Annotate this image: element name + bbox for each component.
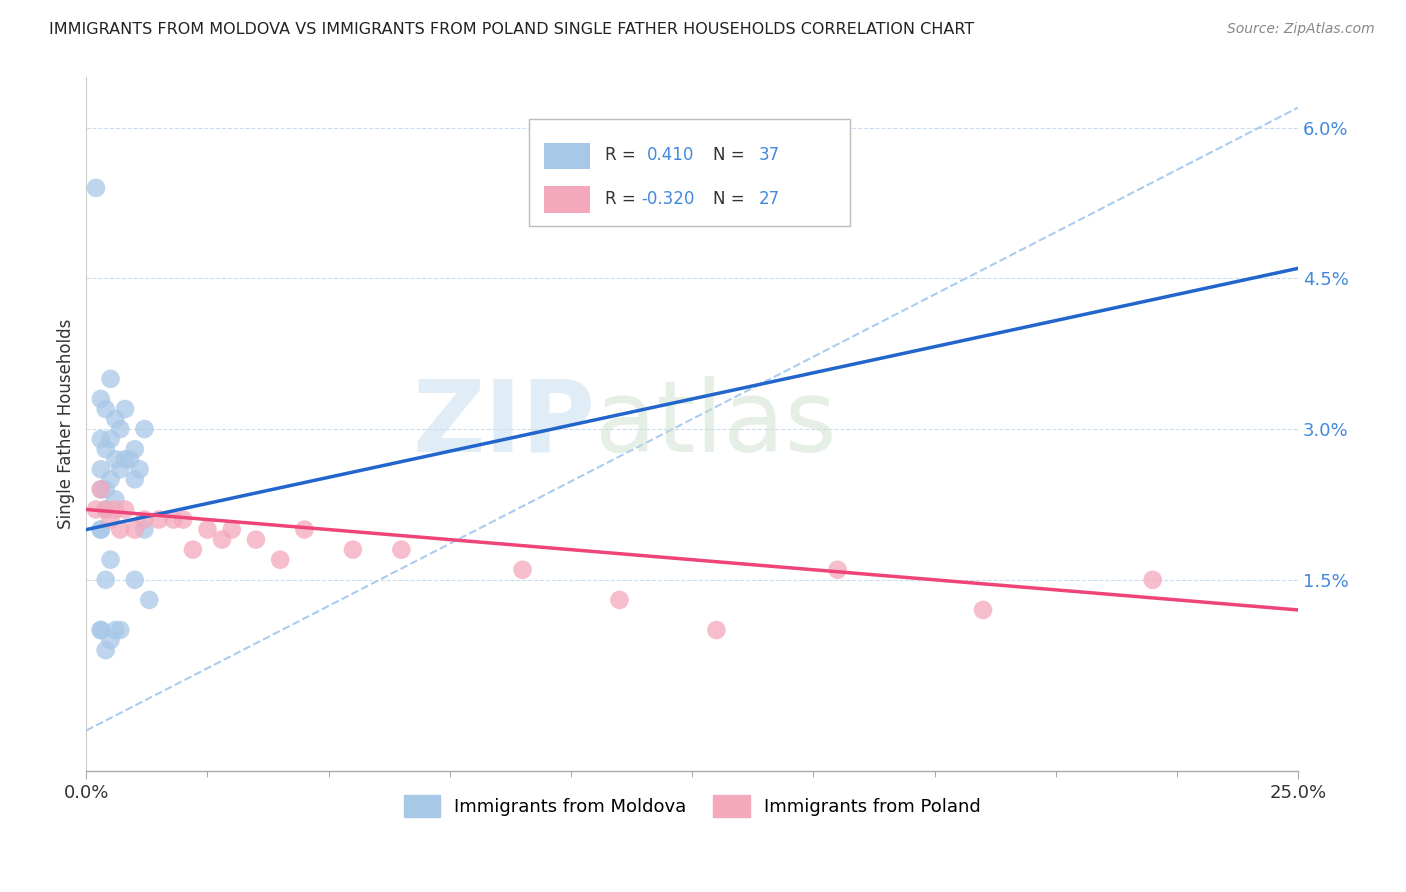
Point [162,512,184,526]
Point [148,512,170,526]
Point [90,432,112,446]
Point [104,623,127,637]
Bar [544,186,591,212]
Point [94,442,117,457]
Point [90,623,112,637]
Point [110,523,132,537]
Point [104,412,127,426]
Point [94,483,117,497]
Bar [544,143,591,169]
Point [94,502,117,516]
Point [294,523,316,537]
Point [134,523,156,537]
Point [90,392,112,406]
Point [100,372,122,386]
Point [100,432,122,446]
Point [389,542,412,557]
Point [128,462,150,476]
Point [90,462,112,476]
Point [124,472,146,486]
Point [94,643,117,657]
Point [172,512,194,526]
Point [94,573,117,587]
Point [124,573,146,587]
Point [134,422,156,436]
Point [609,593,631,607]
Point [90,523,112,537]
Point [138,593,160,607]
Point [114,402,136,417]
Point [100,633,122,648]
Point [114,452,136,467]
Text: N =: N = [713,146,749,164]
Legend: Immigrants from Moldova, Immigrants from Poland: Immigrants from Moldova, Immigrants from… [396,788,988,824]
Point [118,452,141,467]
Point [94,502,117,516]
Point [110,462,132,476]
Point [110,623,132,637]
Point [90,523,112,537]
Point [90,623,112,637]
Point [100,472,122,486]
Text: R =: R = [605,146,641,164]
Point [221,523,243,537]
Text: 27: 27 [759,190,780,208]
Point [197,523,219,537]
Point [972,603,994,617]
Point [84,502,107,516]
Text: N =: N = [713,190,749,208]
Text: -0.320: -0.320 [641,190,695,208]
Point [104,452,127,467]
Point [100,512,122,526]
Text: atlas: atlas [595,376,837,473]
Point [84,181,107,195]
Point [104,492,127,507]
Point [124,442,146,457]
Point [90,483,112,497]
Point [114,502,136,516]
Point [110,422,132,436]
Point [245,533,267,547]
Point [124,523,146,537]
Point [211,533,233,547]
Text: IMMIGRANTS FROM MOLDOVA VS IMMIGRANTS FROM POLAND SINGLE FATHER HOUSEHOLDS CORRE: IMMIGRANTS FROM MOLDOVA VS IMMIGRANTS FR… [49,22,974,37]
Text: ZIP: ZIP [412,376,595,473]
Point [706,623,728,637]
Y-axis label: Single Father Households: Single Father Households [58,318,75,529]
Text: 37: 37 [759,146,780,164]
Point [269,552,291,566]
Point [512,563,534,577]
FancyBboxPatch shape [529,119,849,227]
Point [90,483,112,497]
Point [181,542,204,557]
Text: R =: R = [605,190,641,208]
Point [104,502,127,516]
Point [94,402,117,417]
Point [134,512,156,526]
Text: 0.410: 0.410 [647,146,695,164]
Point [827,563,849,577]
Point [1142,573,1164,587]
Point [342,542,364,557]
Text: Source: ZipAtlas.com: Source: ZipAtlas.com [1227,22,1375,37]
Point [100,552,122,566]
